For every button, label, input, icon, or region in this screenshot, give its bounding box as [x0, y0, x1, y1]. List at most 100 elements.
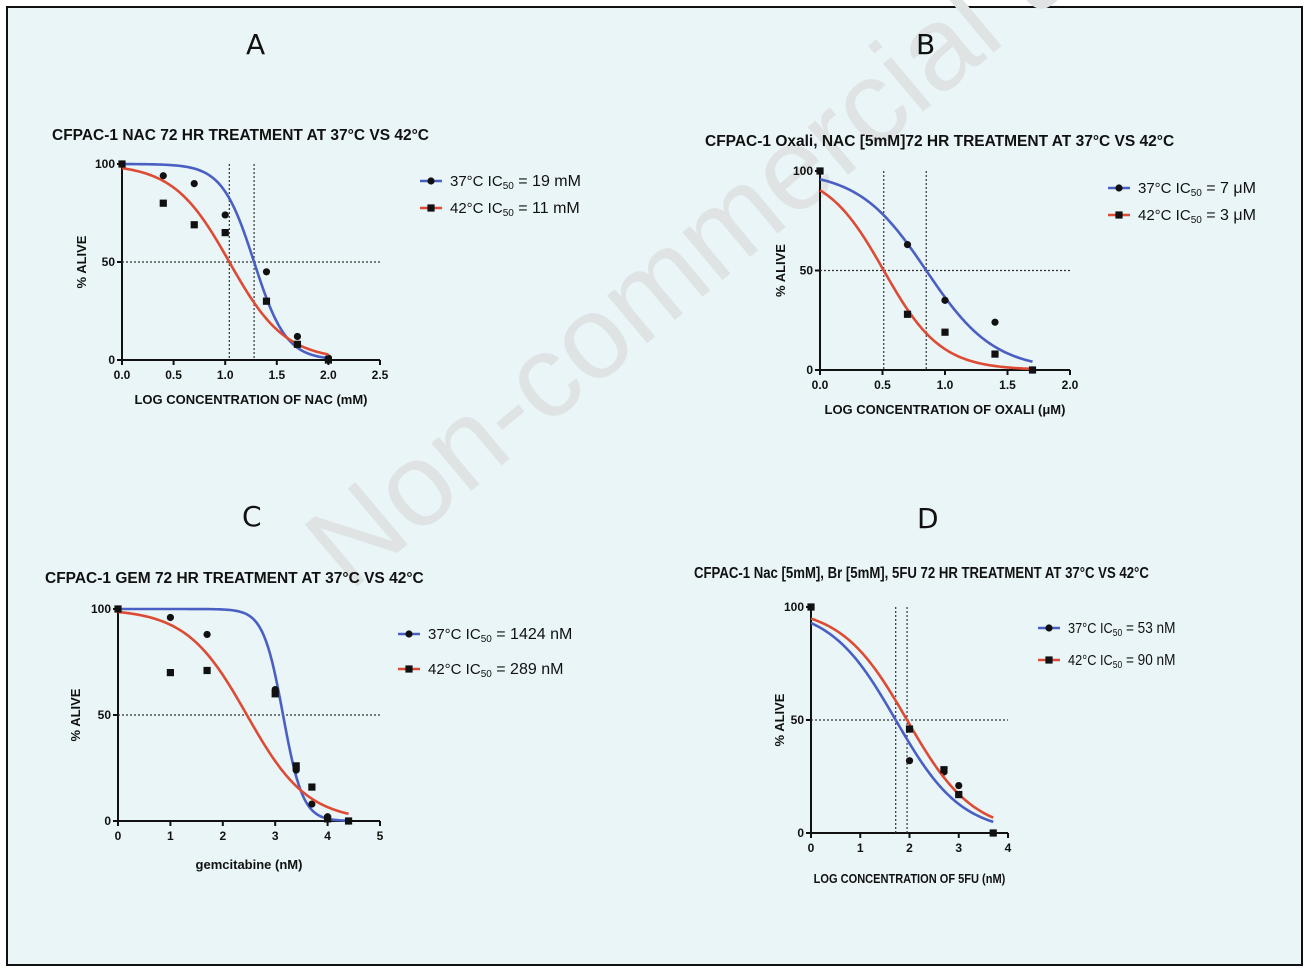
chart-c-ytick-label: 50	[98, 708, 112, 722]
chart-d-ylabel: % ALIVE	[772, 693, 787, 746]
chart-a-point	[293, 340, 302, 348]
legend-marker	[427, 204, 435, 212]
legend-marker	[1045, 656, 1053, 664]
chart-b-ytick-label: 50	[800, 264, 814, 278]
chart-a-point	[190, 221, 198, 229]
legend-label: 42°C IC50 = 3 μM	[1138, 207, 1256, 226]
legend-label: 37°C IC50 = 53 nM	[1068, 619, 1175, 638]
chart-d-point	[905, 757, 914, 765]
chart-d-point	[905, 725, 914, 733]
chart-a-xtick-label: 0.0	[114, 368, 131, 382]
legend-label: 37°C IC50 = 19 mM	[450, 173, 581, 192]
chart-d-point	[955, 790, 963, 799]
chart-a-point	[221, 229, 229, 237]
chart-d-xtick-label: 4	[1005, 841, 1012, 855]
chart-d-point	[955, 781, 963, 790]
chart-c-point	[271, 690, 279, 698]
chart-c-point	[114, 605, 122, 613]
chart-b-legend-entry-2: 42°C IC50 = 3 μM	[1108, 207, 1256, 226]
chart-a-point	[159, 199, 167, 207]
chart-b-point	[991, 318, 999, 326]
chart-d-fit-curve-1	[810, 621, 994, 824]
chart-a-xtick-label: 0.5	[165, 368, 182, 382]
chart-d-legend-entry-1: 37°C IC50 = 53 nM	[1038, 619, 1175, 638]
chart-a-point	[190, 180, 198, 188]
chart-c-xtick-label: 0	[115, 829, 122, 843]
legend-label: 37°C IC50 = 7 μM	[1138, 180, 1256, 199]
chart-d-ytick-label: 50	[791, 713, 805, 727]
legend-marker	[1115, 211, 1123, 219]
chart-a-point	[293, 332, 302, 341]
legend-marker	[405, 665, 413, 673]
chart-c-xtick-label: 3	[272, 829, 279, 843]
chart-b-xlabel: LOG CONCENTRATION OF OXALI (μM)	[825, 402, 1066, 417]
chart-c-point	[324, 815, 332, 823]
chart-b-point	[941, 328, 949, 336]
legend-label: 42°C IC50 = 90 nM	[1068, 651, 1175, 670]
chart-d-xtick-label: 2	[906, 841, 913, 855]
chart-d-xlabel: LOG CONCENTRATION OF 5FU (nM)	[814, 871, 1006, 886]
chart-c-fit-curve-1	[118, 607, 349, 823]
legend-marker	[1045, 624, 1053, 632]
chart-a-point	[221, 211, 229, 219]
chart-d-legend-entry-2: 42°C IC50 = 90 nM	[1038, 651, 1175, 670]
chart-a-xtick-label: 1.0	[217, 368, 234, 382]
chart-b-fit-curve-2	[819, 189, 1033, 371]
chart-a-ytick-label: 100	[95, 157, 115, 171]
chart-b-legend-entry-1: 37°C IC50 = 7 μM	[1108, 180, 1256, 199]
chart-b-ylabel: % ALIVE	[773, 244, 788, 297]
chart-c-ytick-label: 100	[91, 602, 111, 616]
chart-c-point	[292, 762, 300, 770]
panel-label-b: B	[916, 28, 936, 61]
chart-c-point	[166, 613, 174, 622]
chart-a-point	[159, 172, 167, 180]
chart-d-point	[940, 766, 948, 774]
chart-b-fit-curve-1	[819, 178, 1033, 363]
legend-marker	[1115, 184, 1123, 192]
chart-a-point	[118, 160, 126, 168]
chart-b-xtick-label: 0.5	[874, 378, 891, 392]
chart-c-legend-entry-1: 37°C IC50 = 1424 nM	[398, 626, 572, 645]
chart-d-xtick-label: 3	[955, 841, 962, 855]
chart-b-point	[1028, 366, 1037, 374]
chart-c-ytick-label: 0	[104, 814, 111, 828]
chart-c-xtick-label: 5	[377, 829, 384, 843]
chart-c-point	[166, 669, 174, 677]
chart-c-xlabel: gemcitabine (nM)	[196, 857, 303, 872]
chart-c-point	[344, 817, 353, 825]
chart-a-legend-entry-1: 37°C IC50 = 19 mM	[420, 173, 581, 192]
chart-a-point	[262, 297, 271, 305]
chart-c-xtick-label: 2	[219, 829, 226, 843]
chart-c-point	[203, 630, 211, 639]
chart-a-ytick-label: 0	[108, 353, 115, 367]
chart-b-point	[991, 350, 999, 358]
figure-frame	[6, 6, 1303, 966]
chart-b-ytick-label: 0	[806, 363, 813, 377]
chart-d-ytick-label: 0	[797, 826, 804, 840]
chart-d-xtick-label: 1	[857, 841, 864, 855]
chart-a-ytick-label: 50	[102, 255, 116, 269]
chart-b-point	[903, 310, 912, 318]
legend-label: 42°C IC50 = 11 mM	[450, 200, 580, 219]
chart-a-title: CFPAC-1 NAC 72 HR TREATMENT AT 37°C VS 4…	[52, 127, 429, 144]
chart-b-xtick-label: 1.5	[999, 378, 1016, 392]
chart-a-xtick-label: 2.0	[320, 368, 337, 382]
chart-c-point	[308, 800, 316, 808]
chart-a-xtick-label: 2.5	[372, 368, 389, 382]
chart-d-ytick-label: 100	[784, 600, 804, 614]
chart-c-ylabel: % ALIVE	[68, 688, 83, 741]
chart-b-ytick-label: 100	[793, 164, 813, 178]
chart-b-point	[903, 241, 912, 249]
chart-b-point	[816, 167, 824, 175]
chart-b-xtick-label: 2.0	[1062, 378, 1079, 392]
chart-c-xtick-label: 4	[324, 829, 331, 843]
chart-a-legend-entry-2: 42°C IC50 = 11 mM	[420, 200, 580, 219]
chart-d-fit-curve-2	[810, 617, 994, 819]
chart-c-fit-curve-2	[117, 610, 349, 816]
chart-a-xtick-label: 1.5	[268, 368, 285, 382]
chart-d-point	[807, 603, 815, 611]
chart-b-xtick-label: 0.0	[812, 378, 829, 392]
